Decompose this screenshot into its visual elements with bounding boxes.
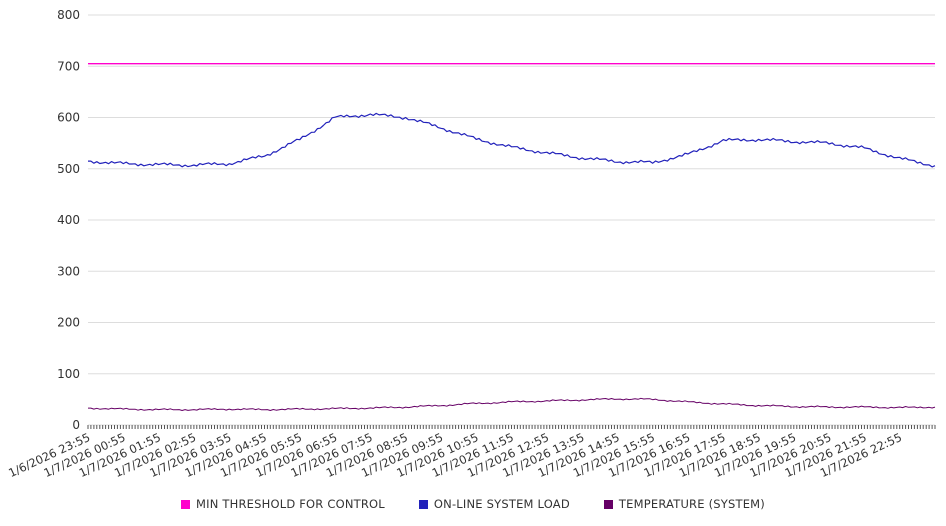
- svg-text:400: 400: [57, 213, 80, 227]
- svg-text:800: 800: [57, 8, 80, 22]
- svg-text:300: 300: [57, 264, 80, 278]
- legend-item-temperature: TEMPERATURE (SYSTEM): [603, 497, 765, 511]
- legend-swatch-min-threshold-icon: [181, 499, 191, 509]
- svg-text:700: 700: [57, 59, 80, 73]
- chart-legend: MIN THRESHOLD FOR CONTROL ON-LINE SYSTEM…: [0, 497, 946, 511]
- legend-label-temperature: TEMPERATURE (SYSTEM): [618, 497, 765, 511]
- svg-text:0: 0: [72, 418, 80, 432]
- svg-text:200: 200: [57, 316, 80, 330]
- legend-swatch-system-load-icon: [418, 499, 428, 509]
- svg-text:600: 600: [57, 111, 80, 125]
- svg-text:100: 100: [57, 367, 80, 381]
- svg-text:500: 500: [57, 162, 80, 176]
- legend-label-system-load: ON-LINE SYSTEM LOAD: [433, 497, 570, 511]
- legend-label-min-threshold: MIN THRESHOLD FOR CONTROL: [196, 497, 385, 511]
- legend-swatch-temperature-icon: [603, 499, 613, 509]
- legend-item-min-threshold: MIN THRESHOLD FOR CONTROL: [181, 497, 385, 511]
- legend-item-system-load: ON-LINE SYSTEM LOAD: [418, 497, 570, 511]
